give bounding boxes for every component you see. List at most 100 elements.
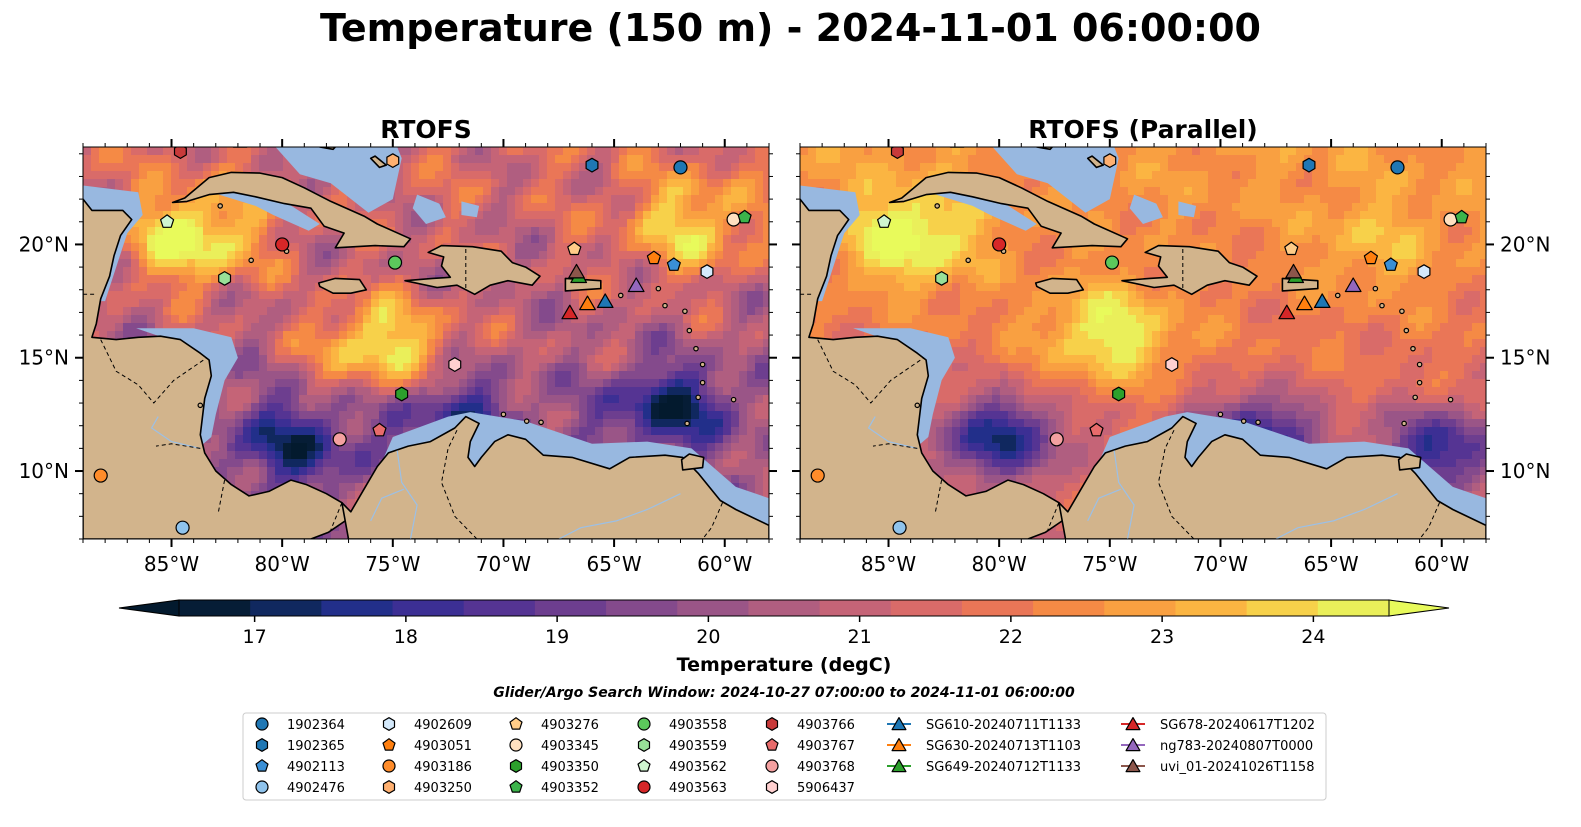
legend-label: 4903250 bbox=[414, 781, 472, 796]
legend-label: 1902364 bbox=[287, 718, 345, 733]
island bbox=[684, 420, 690, 427]
search-window-text: Glider/Argo Search Window: 2024-10-27 07… bbox=[493, 685, 1075, 701]
legend-label: 4902113 bbox=[287, 760, 345, 775]
border bbox=[702, 502, 723, 539]
river bbox=[558, 493, 681, 539]
island bbox=[965, 257, 971, 264]
island bbox=[1401, 420, 1407, 427]
island bbox=[1416, 361, 1423, 368]
marker-4903562 bbox=[160, 214, 175, 228]
legend-label: 4903766 bbox=[797, 718, 855, 733]
legend-label: SG649-20240712T1133 bbox=[926, 760, 1081, 775]
marker-4902609 bbox=[1417, 264, 1431, 279]
marker-4903562 bbox=[876, 214, 892, 228]
colorbar-swatch bbox=[890, 600, 963, 616]
shallow-shelf bbox=[853, 328, 955, 449]
x-tick-label: 85°W bbox=[861, 552, 916, 576]
shallow-shelf bbox=[275, 147, 402, 213]
island bbox=[1403, 327, 1410, 334]
marker-4903276 bbox=[1284, 241, 1299, 256]
legend-label: 4903559 bbox=[669, 739, 727, 754]
marker-4903768 bbox=[1049, 432, 1064, 447]
legend-label: 4902476 bbox=[287, 781, 345, 796]
legend-glider-SG649-20240712T1133 bbox=[891, 758, 907, 773]
colorbar: 17 18 19 20 21 22 23 24 Temperature (degC) Glider… bbox=[118, 599, 1450, 701]
island bbox=[1447, 396, 1454, 403]
river bbox=[150, 416, 201, 449]
island bbox=[655, 285, 662, 292]
x-tick-label: 65°W bbox=[586, 552, 641, 576]
legend-marker-4903768 bbox=[765, 759, 779, 773]
glider-uvi_01-20241026T1158 bbox=[568, 263, 585, 279]
x-tick-label: 75°W bbox=[1082, 552, 1137, 576]
marker-4903559 bbox=[935, 271, 949, 286]
glider-SG610-20240711T1133 bbox=[1313, 293, 1331, 308]
shallow-shelf bbox=[928, 183, 1037, 231]
legend-marker-4902609 bbox=[382, 717, 396, 731]
shallow-shelf bbox=[412, 194, 446, 224]
glider-SG630-20240713T1103 bbox=[1296, 295, 1313, 311]
legend-label: 4903767 bbox=[797, 739, 855, 754]
border bbox=[872, 443, 918, 449]
legend-label: 4903563 bbox=[669, 781, 727, 796]
legend-frame bbox=[242, 712, 1327, 801]
land bbox=[232, 147, 248, 148]
marker-1902364 bbox=[1390, 160, 1405, 175]
marker-4903558 bbox=[1104, 255, 1120, 270]
marker-5906437 bbox=[448, 357, 462, 372]
island bbox=[699, 379, 706, 386]
panel-frame bbox=[799, 146, 1487, 540]
land bbox=[888, 171, 1129, 249]
legend-marker-4903562 bbox=[637, 759, 651, 772]
marker-4903766 bbox=[173, 147, 187, 159]
marker-4903350 bbox=[395, 386, 409, 402]
marker-4902113 bbox=[666, 257, 681, 271]
legend-marker-4903563 bbox=[637, 780, 651, 794]
legend-label: SG610-20240711T1133 bbox=[926, 718, 1081, 733]
border bbox=[934, 480, 943, 515]
colorbar-swatch bbox=[321, 600, 394, 616]
marker-4903352 bbox=[1454, 209, 1469, 224]
glider-SG630-20240713T1103 bbox=[579, 295, 596, 311]
marker-1902365 bbox=[1302, 157, 1316, 173]
glider-SG610-20240711T1133 bbox=[596, 293, 614, 308]
island bbox=[538, 419, 544, 426]
glider-SG678-20240617T1202 bbox=[1278, 304, 1296, 320]
marker-4902113 bbox=[1383, 257, 1398, 271]
legend-glider-SG610-20240711T1133 bbox=[891, 716, 907, 731]
colorbar-tick-label: 20 bbox=[696, 626, 720, 648]
x-tick-label: 60°W bbox=[1414, 552, 1469, 576]
land bbox=[800, 198, 1067, 539]
colorbar-swatch bbox=[819, 600, 892, 616]
border bbox=[1419, 502, 1440, 539]
y-tick-label: 15°N bbox=[19, 346, 69, 370]
map-area bbox=[800, 147, 1486, 539]
island bbox=[217, 203, 224, 209]
legend-label: 4903186 bbox=[414, 760, 472, 775]
marker-4903250 bbox=[1103, 153, 1117, 168]
land bbox=[317, 277, 368, 295]
legend-label: 4903350 bbox=[541, 760, 599, 775]
marker-4903186 bbox=[810, 468, 825, 483]
river bbox=[1113, 450, 1135, 539]
land bbox=[1034, 277, 1085, 295]
x-tick-label: 85°W bbox=[144, 552, 199, 576]
x-tick-label: 70°W bbox=[476, 552, 531, 576]
colorbar-swatch bbox=[1175, 600, 1248, 616]
colorbar-tick-label: 21 bbox=[848, 626, 872, 648]
marker-4903563 bbox=[992, 237, 1007, 252]
legend-label: 4903345 bbox=[541, 739, 599, 754]
shallow-shelf bbox=[1129, 194, 1163, 224]
shallow-shelf bbox=[211, 183, 320, 231]
colorbar-swatch bbox=[250, 600, 322, 616]
legend-label: 4903276 bbox=[541, 718, 599, 733]
marker-5906437 bbox=[1165, 357, 1179, 372]
marker-4902476 bbox=[892, 520, 907, 535]
border bbox=[440, 429, 478, 539]
x-tick-label: 70°W bbox=[1193, 552, 1248, 576]
shallow-shelf bbox=[1178, 201, 1197, 218]
legend-marker-4903051 bbox=[382, 738, 396, 751]
marker-4903766 bbox=[890, 147, 904, 159]
island bbox=[617, 292, 624, 299]
